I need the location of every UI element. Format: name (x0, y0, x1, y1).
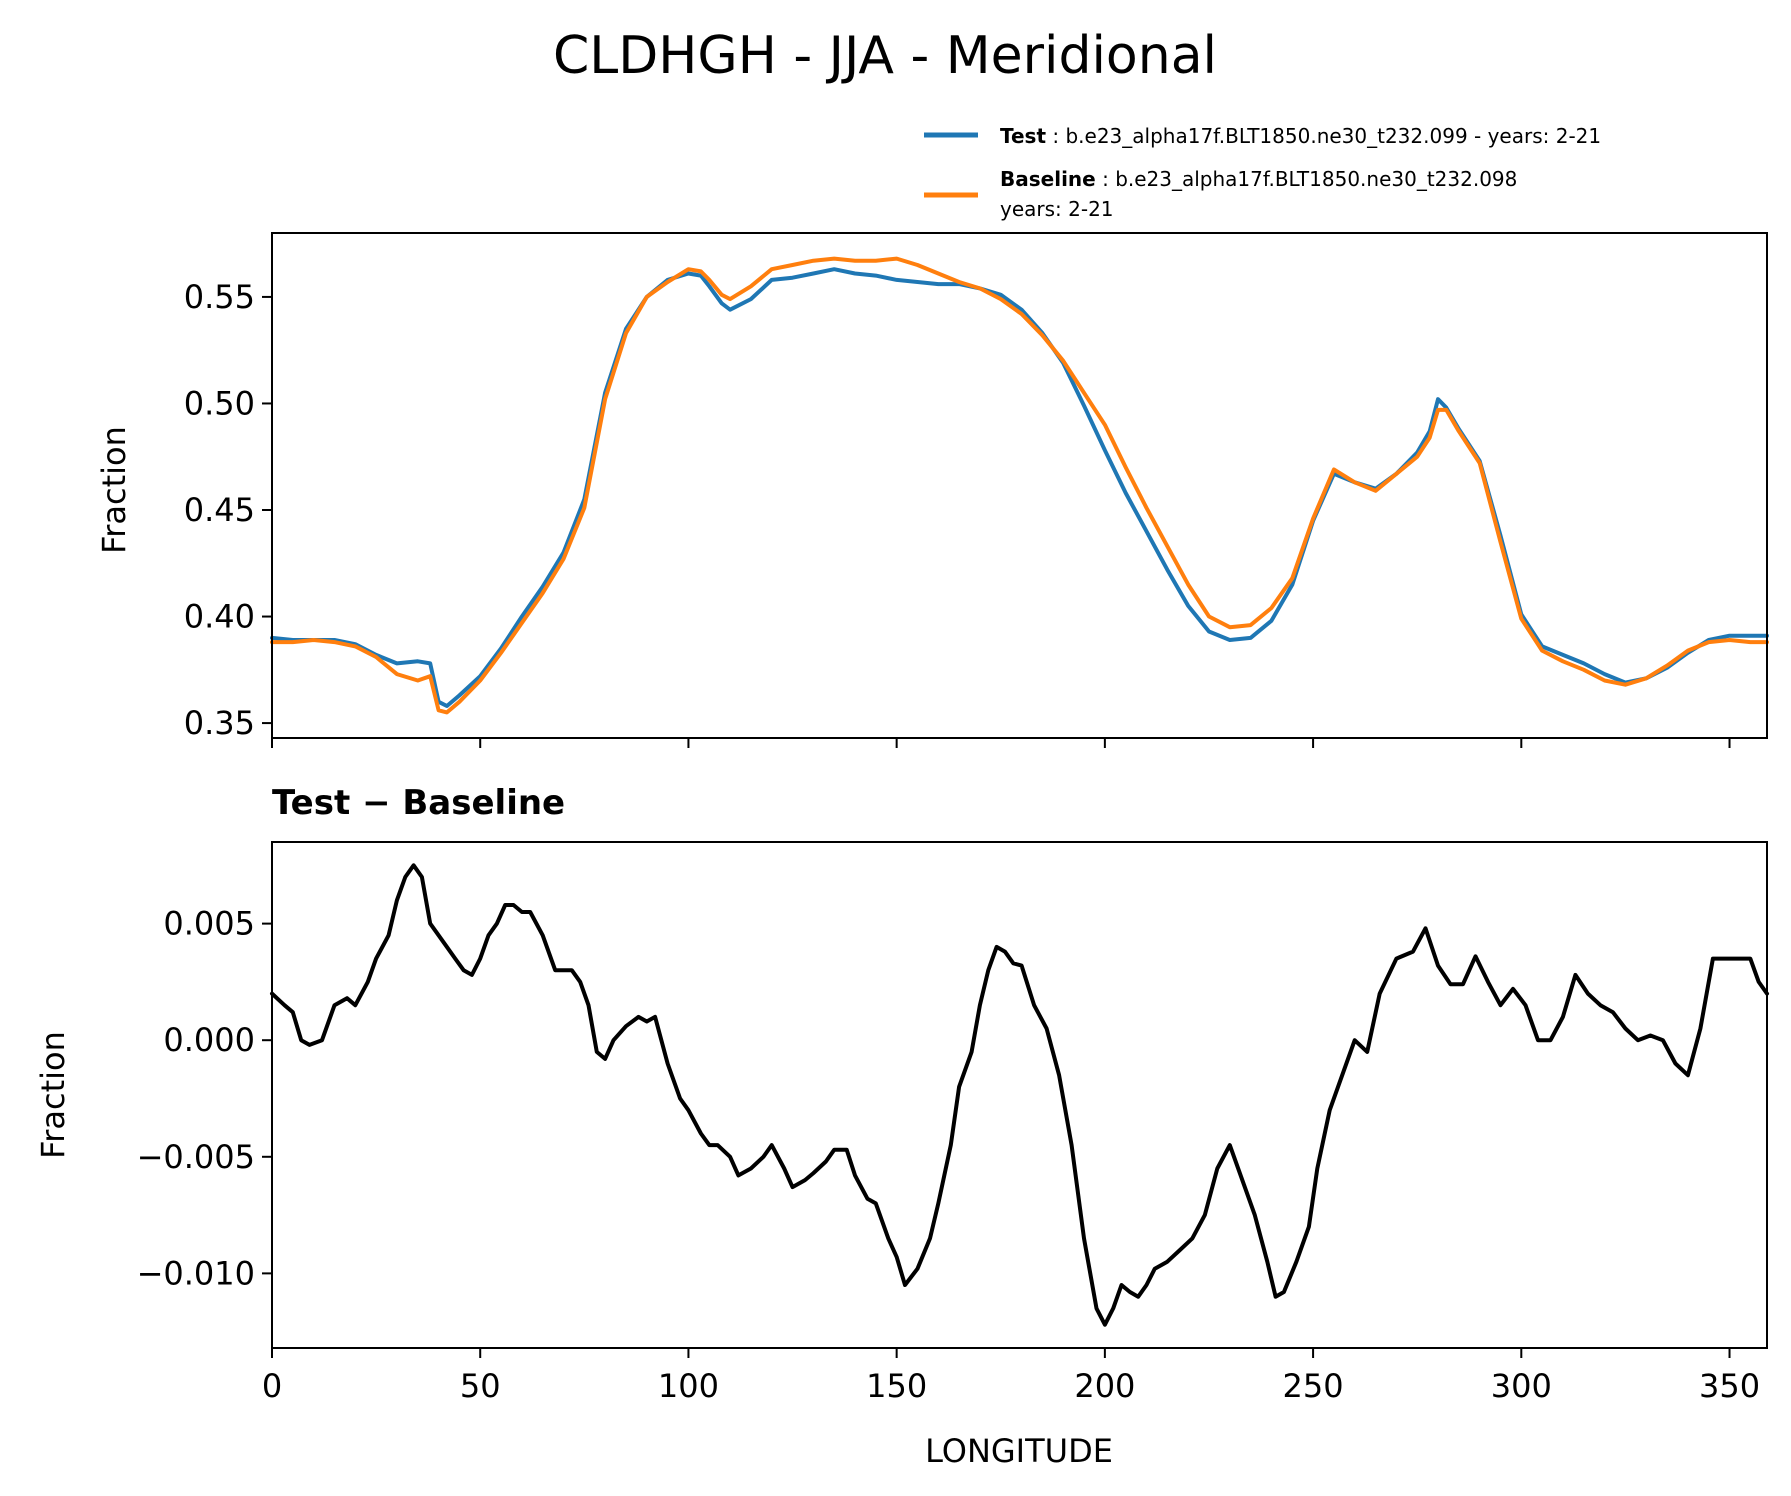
top-panel-frame (271, 232, 1768, 739)
bottom-panel: 0 50 100 150 200 250 300 350 −0.010 −0.005 0.000 0.… (137, 863, 1769, 1405)
top-y-tick-label: 0.45 (184, 491, 255, 529)
bottom-y-tick-label: 0.000 (163, 1021, 255, 1059)
top-y-axis-label: Fraction (95, 426, 133, 554)
top-y-tick-label: 0.55 (184, 278, 255, 316)
bottom-x-tick-label: 50 (460, 1367, 501, 1405)
top-series-test-line (270, 267, 1769, 708)
bottom-y-axis-label: Fraction (34, 1031, 72, 1159)
bottom-x-tick-label: 350 (1699, 1367, 1760, 1405)
bottom-y-tick-label: −0.005 (137, 1138, 255, 1176)
top-y-tick-label: 0.40 (184, 598, 255, 636)
bottom-y-tick-label: 0.005 (163, 905, 255, 943)
legend-test-desc: b.e23_alpha17f.BLT1850.ne30_t232.099 - y… (1065, 124, 1601, 148)
legend-baseline-desc: b.e23_alpha17f.BLT1850.ne30_t232.098 (1115, 167, 1517, 191)
legend-test-entry: Test : b.e23_alpha17f.BLT1850.ne30_t232.… (1000, 124, 1601, 148)
bottom-x-tick-label: 0 (262, 1367, 282, 1405)
chart-title: CLDHGH - JJA - Meridional (553, 26, 1217, 86)
top-y-tick-label: 0.35 (184, 704, 255, 742)
bottom-x-tick-label: 300 (1491, 1367, 1552, 1405)
bottom-x-tick-label: 150 (866, 1367, 927, 1405)
legend-baseline-label: Baseline (1000, 167, 1096, 191)
legend-baseline-entry: Baseline : b.e23_alpha17f.BLT1850.ne30_t… (1000, 167, 1517, 191)
x-axis-label: LONGITUDE (925, 1432, 1113, 1470)
top-y-tick-label: 0.50 (184, 384, 255, 422)
bottom-series-test-baseline-line (270, 863, 1769, 1327)
top-panel: 0.35 0.40 0.45 0.50 0.55 (184, 256, 1769, 748)
diff-panel-title: Test − Baseline (272, 783, 565, 823)
bottom-panel-frame (271, 841, 1768, 1349)
bottom-x-tick-label: 200 (1074, 1367, 1135, 1405)
top-series-baseline-line (270, 256, 1769, 715)
bottom-y-tick-label: −0.010 (137, 1254, 255, 1292)
legend: Test : b.e23_alpha17f.BLT1850.ne30_t232.… (924, 124, 1601, 221)
legend-test-label: Test (1000, 124, 1046, 148)
legend-baseline-years: years: 2-21 (1000, 197, 1114, 221)
bottom-x-tick-label: 250 (1283, 1367, 1344, 1405)
bottom-x-tick-label: 100 (658, 1367, 719, 1405)
